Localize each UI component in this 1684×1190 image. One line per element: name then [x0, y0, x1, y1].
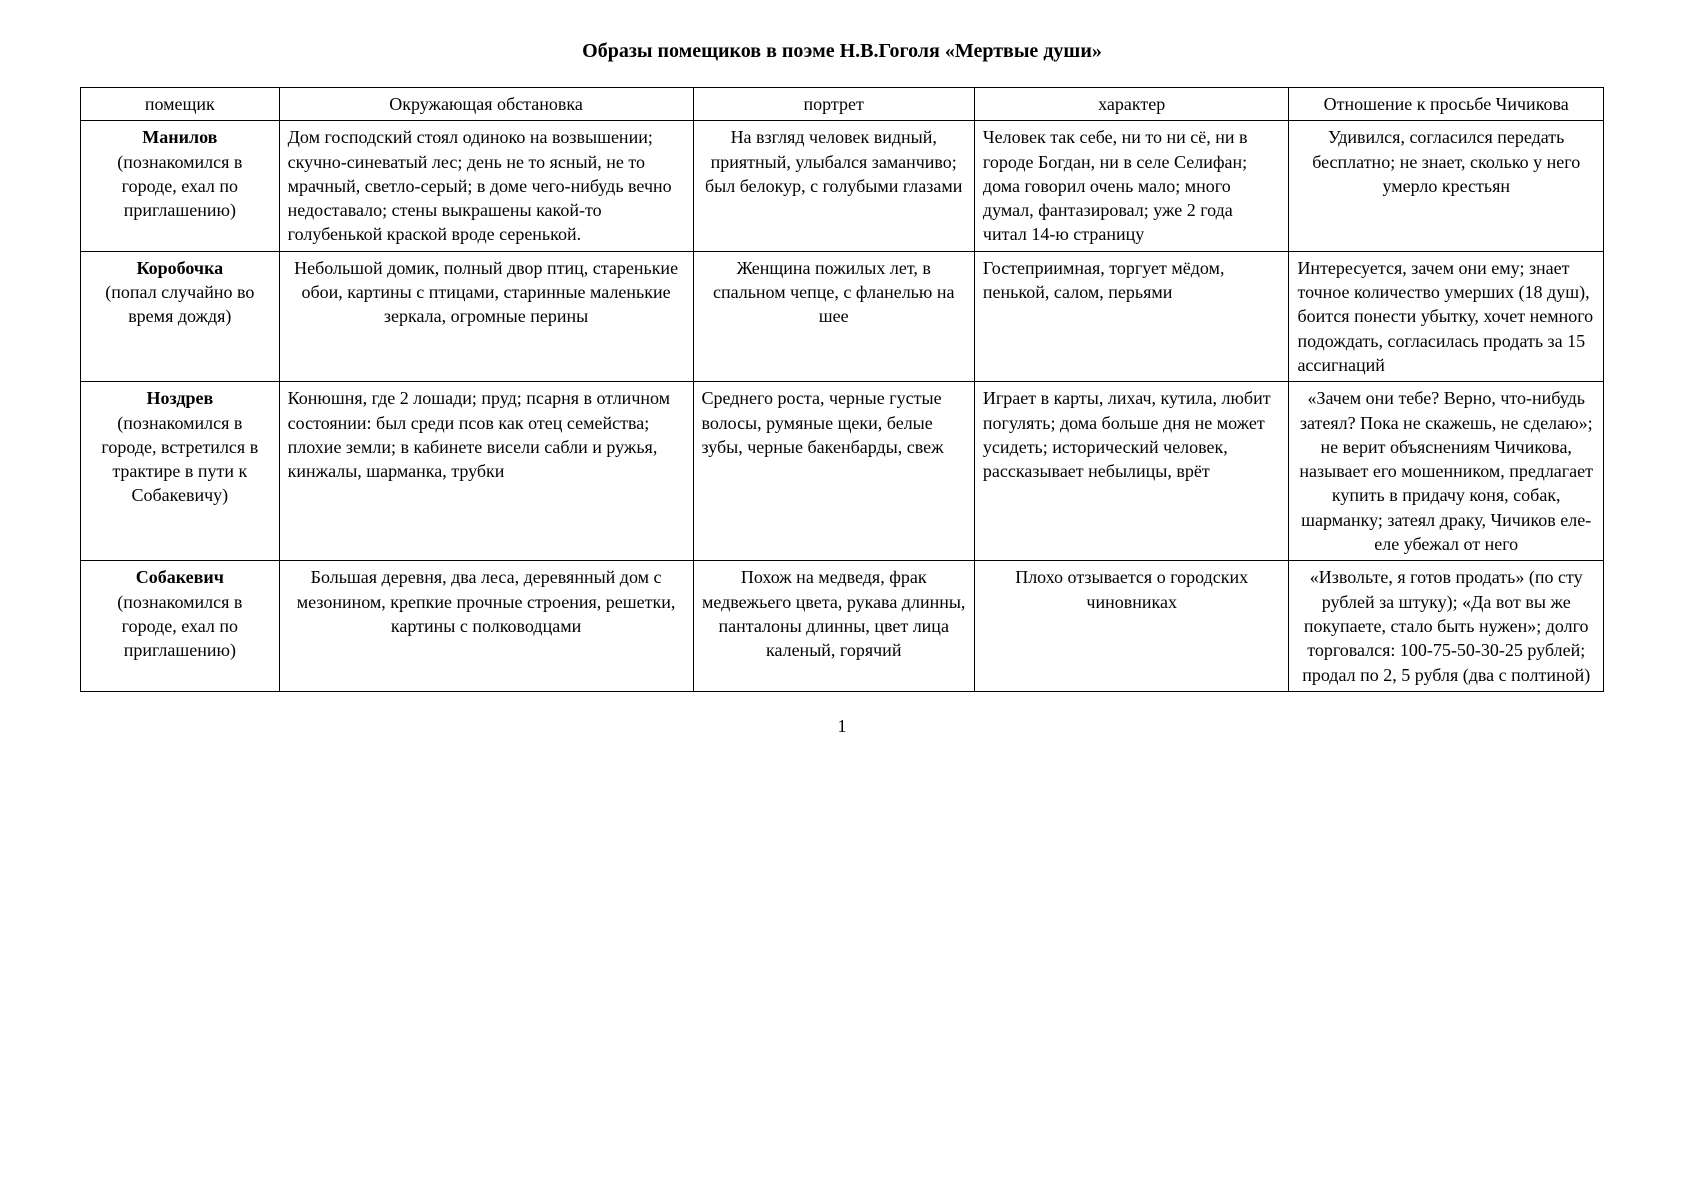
cell-portrait: Среднего роста, черные густые волосы, ру…	[693, 382, 974, 561]
cell-landowner: Коробочка(попал случайно во время дождя)	[81, 251, 280, 381]
col-header-portrait: портрет	[693, 88, 974, 121]
landowner-context: (познакомился в городе, встретился в тра…	[101, 413, 258, 506]
cell-reaction: Интересуется, зачем они ему; знает точно…	[1289, 251, 1604, 381]
cell-environment: Небольшой домик, полный двор птиц, старе…	[279, 251, 693, 381]
landowner-name: Собакевич	[89, 565, 271, 589]
cell-landowner: Ноздрев (познакомился в городе, встретилс…	[81, 382, 280, 561]
table-header-row: помещик Окружающая обстановка портрет ха…	[81, 88, 1604, 121]
cell-character: Человек так себе, ни то ни сё, ни в горо…	[974, 121, 1289, 251]
col-header-reaction: Отношение к просьбе Чичикова	[1289, 88, 1604, 121]
cell-character: Гостеприимная, торгует мёдом, пенькой, с…	[974, 251, 1289, 381]
cell-landowner: Манилов (познакомился в городе, ехал по п…	[81, 121, 280, 251]
cell-portrait: Женщина пожилых лет, в спальном чепце, с…	[693, 251, 974, 381]
cell-portrait: На взгляд человек видный, приятный, улыб…	[693, 121, 974, 251]
table-row: Собакевич (познакомился в городе, ехал по…	[81, 561, 1604, 691]
document-title: Образы помещиков в поэме Н.В.Гоголя «Мер…	[80, 40, 1604, 63]
landowner-context: (познакомился в городе, ехал по приглаше…	[117, 152, 242, 221]
cell-environment: Большая деревня, два леса, деревянный до…	[279, 561, 693, 691]
table-body: Манилов (познакомился в городе, ехал по п…	[81, 121, 1604, 692]
cell-environment: Конюшня, где 2 лошади; пруд; псарня в от…	[279, 382, 693, 561]
col-header-environment: Окружающая обстановка	[279, 88, 693, 121]
cell-landowner: Собакевич (познакомился в городе, ехал по…	[81, 561, 280, 691]
cell-environment: Дом господский стоял одиноко на возвышен…	[279, 121, 693, 251]
landowner-name: Манилов	[89, 125, 271, 149]
table-row: Манилов (познакомился в городе, ехал по п…	[81, 121, 1604, 251]
cell-portrait: Похож на медведя, фрак медвежьего цвета,…	[693, 561, 974, 691]
cell-reaction: «Зачем они тебе? Верно, что-нибудь затея…	[1289, 382, 1604, 561]
page-number: 1	[80, 716, 1604, 737]
landowner-name: Коробочка	[89, 256, 271, 280]
landowner-context: (познакомился в городе, ехал по приглаше…	[117, 592, 242, 661]
cell-reaction: Удивился, согласился передать бесплатно;…	[1289, 121, 1604, 251]
table-row: Ноздрев (познакомился в городе, встретилс…	[81, 382, 1604, 561]
cell-character: Плохо отзывается о городских чиновниках	[974, 561, 1289, 691]
table-row: Коробочка(попал случайно во время дождя)…	[81, 251, 1604, 381]
cell-reaction: «Извольте, я готов продать» (по сту рубл…	[1289, 561, 1604, 691]
landowners-table: помещик Окружающая обстановка портрет ха…	[80, 87, 1604, 692]
landowner-context: (попал случайно во время дождя)	[105, 282, 254, 326]
col-header-landowner: помещик	[81, 88, 280, 121]
landowner-name: Ноздрев	[89, 386, 271, 410]
cell-character: Играет в карты, лихач, кутила, любит пог…	[974, 382, 1289, 561]
col-header-character: характер	[974, 88, 1289, 121]
